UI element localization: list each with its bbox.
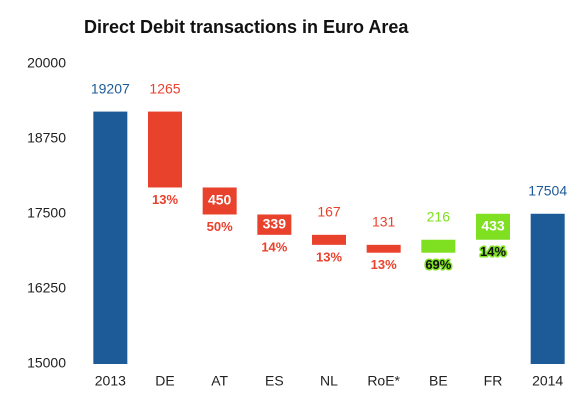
x-tick-label: BE [429, 373, 448, 389]
y-tick-label: 18750 [27, 130, 66, 146]
x-tick-label: AT [211, 373, 228, 389]
value-label: 1265 [149, 80, 180, 96]
value-label: 450 [208, 192, 232, 208]
value-label: 131 [372, 214, 396, 230]
percent-label: 13% [371, 257, 397, 272]
bar [421, 239, 456, 253]
percent-label: 13% [316, 249, 342, 264]
value-label: 167 [317, 204, 341, 220]
bar [312, 234, 346, 245]
value-label: 433 [481, 217, 505, 233]
bar [530, 213, 565, 364]
bar [366, 244, 401, 253]
value-label: 17504 [528, 182, 567, 198]
value-label: 339 [263, 215, 287, 231]
x-tick-label: FR [484, 373, 503, 389]
x-tick-label: 2013 [95, 373, 126, 389]
percent-label: 50% [207, 219, 233, 234]
bar [202, 187, 237, 215]
bar [93, 111, 128, 364]
x-tick-label: 2014 [532, 373, 563, 389]
y-tick-label: 17500 [27, 205, 66, 221]
percent-label: 14% [480, 244, 506, 259]
y-tick-label: 16250 [27, 280, 66, 296]
x-tick-label: DE [155, 373, 174, 389]
x-tick-label: RoE* [367, 373, 400, 389]
bar [148, 111, 182, 188]
percent-label: 69% [425, 257, 451, 272]
x-tick-label: NL [320, 373, 338, 389]
percent-label: 14% [261, 239, 287, 254]
bar [257, 214, 292, 235]
y-tick-label: 20000 [27, 55, 66, 71]
bar [476, 213, 510, 240]
value-label: 19207 [91, 80, 130, 96]
y-tick-label: 15000 [27, 355, 66, 371]
value-label: 216 [427, 208, 451, 224]
percent-label: 13% [152, 192, 178, 207]
chart-title: Direct Debit transactions in Euro Area [84, 17, 409, 37]
x-tick-label: ES [265, 373, 284, 389]
